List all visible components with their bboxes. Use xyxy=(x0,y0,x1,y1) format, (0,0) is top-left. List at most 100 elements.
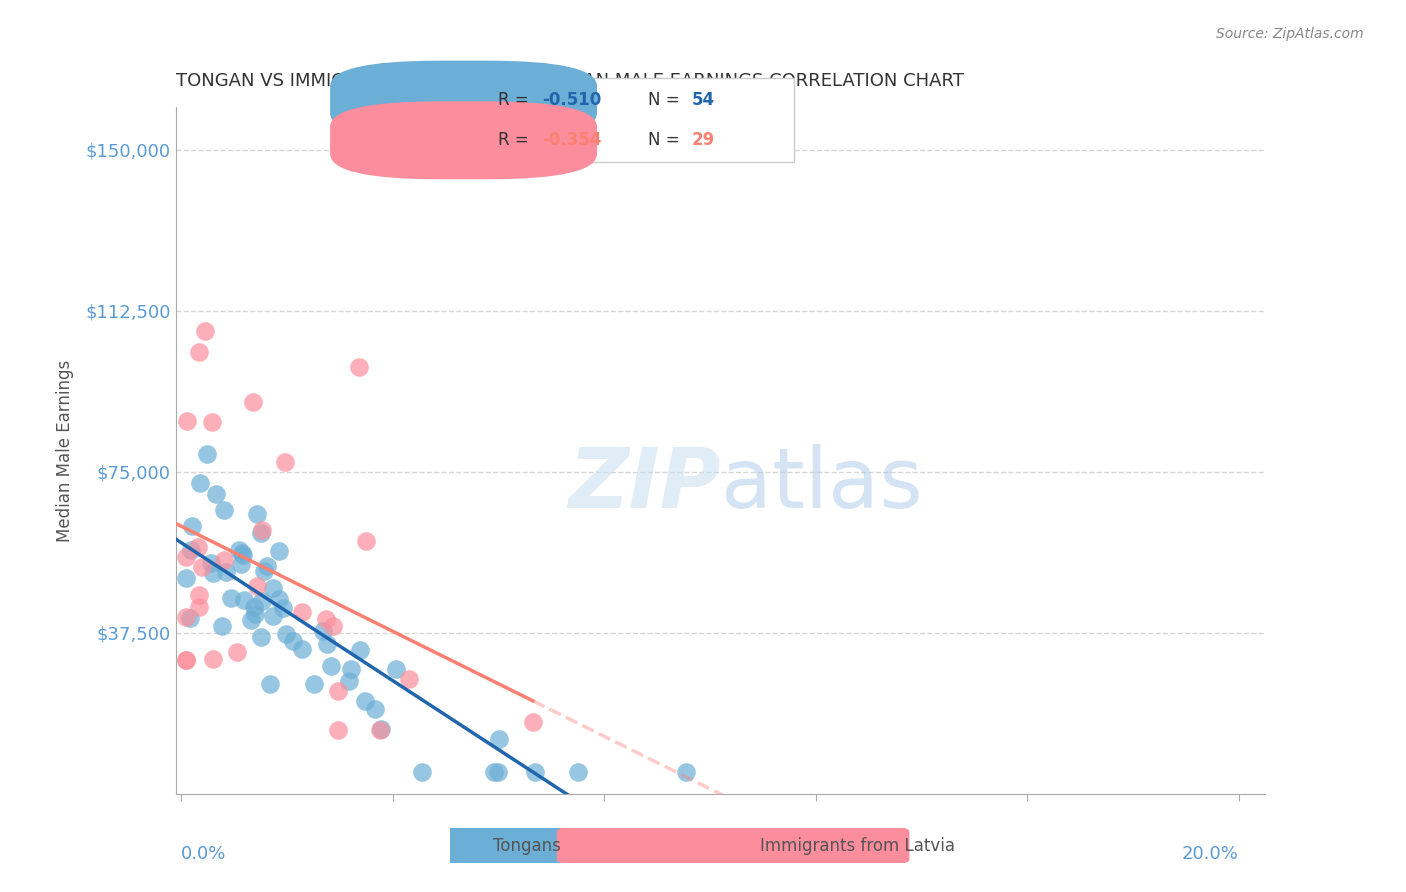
Point xyxy=(267,543,290,558)
Point xyxy=(385,662,408,676)
Point xyxy=(326,723,349,738)
Point xyxy=(219,591,242,605)
Text: 29: 29 xyxy=(692,131,716,149)
Text: ZIP: ZIP xyxy=(568,444,721,525)
Point xyxy=(253,564,276,578)
Point xyxy=(252,594,274,608)
Point xyxy=(200,415,222,429)
Text: 20.0%: 20.0% xyxy=(1182,846,1239,863)
Point xyxy=(242,394,264,409)
Point xyxy=(353,694,375,708)
Text: N =: N = xyxy=(648,91,685,109)
Point xyxy=(271,601,294,615)
Text: atlas: atlas xyxy=(721,444,922,525)
Point xyxy=(370,722,392,736)
Point xyxy=(354,534,377,549)
Point xyxy=(176,653,198,667)
Point xyxy=(252,523,274,537)
FancyBboxPatch shape xyxy=(290,821,643,871)
Point xyxy=(567,765,589,780)
Text: R =: R = xyxy=(498,91,534,109)
Point xyxy=(259,677,281,691)
Point xyxy=(321,659,343,673)
Point xyxy=(370,723,392,737)
Point xyxy=(246,507,269,521)
Point xyxy=(212,553,235,567)
Point xyxy=(340,662,363,676)
Text: -0.354: -0.354 xyxy=(543,131,602,149)
Point xyxy=(274,455,297,469)
Point xyxy=(176,570,198,584)
Point xyxy=(215,565,238,579)
Text: -0.510: -0.510 xyxy=(543,91,602,109)
Point xyxy=(191,559,214,574)
Point xyxy=(201,566,224,580)
Point xyxy=(180,518,202,533)
Point xyxy=(195,447,218,461)
Y-axis label: Median Male Earnings: Median Male Earnings xyxy=(56,359,75,541)
Point xyxy=(302,676,325,690)
Point xyxy=(262,608,284,623)
Point xyxy=(246,579,269,593)
Point xyxy=(187,345,209,359)
Point xyxy=(231,557,253,571)
Text: Immigrants from Latvia: Immigrants from Latvia xyxy=(759,837,955,855)
Point xyxy=(201,652,224,666)
Text: TONGAN VS IMMIGRANTS FROM LATVIA MEDIAN MALE EARNINGS CORRELATION CHART: TONGAN VS IMMIGRANTS FROM LATVIA MEDIAN … xyxy=(176,72,963,90)
FancyBboxPatch shape xyxy=(557,821,910,871)
Text: 0.0%: 0.0% xyxy=(181,846,226,863)
Point xyxy=(291,642,314,657)
FancyBboxPatch shape xyxy=(330,61,598,138)
Point xyxy=(180,542,202,557)
Point xyxy=(200,556,222,570)
Point xyxy=(262,581,284,595)
Point xyxy=(176,609,198,624)
Point xyxy=(488,731,510,746)
Point xyxy=(176,549,198,564)
Point xyxy=(316,637,339,651)
Point xyxy=(524,765,547,780)
Point xyxy=(249,526,271,541)
Point xyxy=(349,643,371,657)
Point xyxy=(194,324,217,338)
Point xyxy=(484,765,506,780)
Point xyxy=(188,475,211,490)
Point xyxy=(267,592,290,607)
Point xyxy=(233,593,256,607)
Text: N =: N = xyxy=(648,131,685,149)
Point xyxy=(411,765,433,780)
Point xyxy=(675,765,697,780)
Point xyxy=(276,626,298,640)
Text: Source: ZipAtlas.com: Source: ZipAtlas.com xyxy=(1216,27,1364,41)
Point xyxy=(398,672,420,686)
Point xyxy=(291,605,314,619)
Text: Tongans: Tongans xyxy=(492,837,561,855)
Point xyxy=(176,413,198,427)
Point xyxy=(232,548,254,562)
Point xyxy=(187,599,209,614)
Point xyxy=(337,673,360,688)
Point xyxy=(249,630,271,644)
FancyBboxPatch shape xyxy=(330,102,598,179)
Text: 54: 54 xyxy=(692,91,716,109)
Point xyxy=(179,610,201,624)
Point xyxy=(312,624,335,638)
Point xyxy=(240,613,263,627)
FancyBboxPatch shape xyxy=(429,78,794,162)
Point xyxy=(347,359,370,374)
Point xyxy=(283,634,305,648)
Point xyxy=(486,765,509,780)
Point xyxy=(243,607,266,621)
Point xyxy=(212,503,235,517)
Point xyxy=(228,543,250,558)
Text: R =: R = xyxy=(498,131,534,149)
Point xyxy=(256,558,278,573)
Point xyxy=(522,715,544,730)
Point xyxy=(225,645,247,659)
Point xyxy=(242,600,264,615)
Point xyxy=(211,619,233,633)
Point xyxy=(315,612,337,626)
Point xyxy=(322,619,344,633)
Point xyxy=(363,702,385,716)
Point xyxy=(204,487,226,501)
